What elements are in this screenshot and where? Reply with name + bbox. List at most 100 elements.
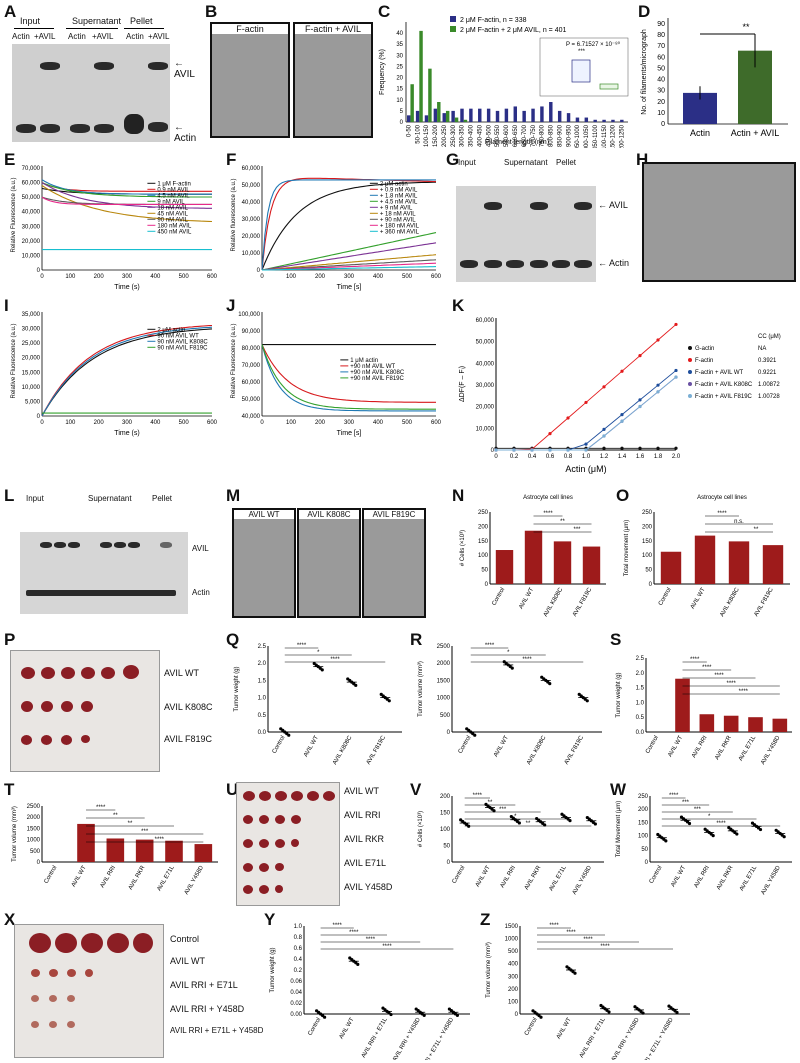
bar-c — [566, 113, 571, 122]
series-line-k — [496, 376, 677, 451]
legend-label: + 180 nM AVIL — [380, 223, 420, 229]
category-label: AVIL E71L — [738, 734, 758, 762]
sig-label: **** — [366, 937, 376, 943]
tick-y: 1500 — [437, 678, 451, 684]
tick-x: 600 — [431, 420, 442, 426]
k-cc-value: 1.00872 — [758, 382, 780, 388]
tick-y: 5,000 — [25, 399, 41, 405]
tick-c-x: 550-600 — [504, 124, 510, 147]
panel-label-z: Z — [480, 910, 491, 929]
tick-y: 2500 — [27, 804, 41, 810]
bar — [165, 840, 183, 862]
tick-y: 50 — [645, 568, 652, 574]
tick-y: 0 — [37, 414, 41, 420]
category-label: AVIL RRI + E71L — [579, 1016, 607, 1059]
tick-y: 150 — [478, 539, 489, 545]
panel-label-l: L — [4, 486, 15, 505]
sig-label: **** — [714, 673, 724, 679]
tumor-photo-x — [14, 924, 164, 1058]
bar-c — [415, 110, 420, 122]
panel-label-i: I — [4, 296, 9, 315]
tick-y: 40,000 — [242, 414, 261, 420]
data-point — [539, 1015, 543, 1019]
tick-y: 2.0 — [636, 671, 645, 677]
inset-sig: *** — [578, 49, 586, 55]
tick-y: 150 — [638, 820, 649, 826]
panel-label-u: U — [226, 780, 239, 799]
data-point — [548, 682, 552, 686]
tick-y: 1.0 — [294, 924, 303, 930]
data-point — [568, 819, 572, 823]
photo-u-label-3: AVIL RKR — [344, 834, 385, 844]
tick-y: 60,000 — [242, 380, 261, 386]
series-line — [41, 196, 212, 205]
tick-y: 40,000 — [242, 200, 261, 206]
tick-y: 1.0 — [258, 696, 267, 702]
tick-y: 2500 — [437, 644, 451, 650]
tick-y: 500 — [30, 849, 41, 855]
tick-x: 1.4 — [618, 454, 627, 460]
series-line — [261, 344, 436, 403]
legend-swatch — [688, 382, 692, 386]
chart-title: Astrocyte cell lines — [523, 495, 573, 501]
category-label: AVIL Y458D — [760, 734, 782, 766]
tick-d: 10 — [657, 110, 665, 117]
tick-x: 1.8 — [654, 454, 663, 460]
series-line — [41, 182, 212, 198]
tick-c-x: 250-300 — [451, 124, 457, 147]
tick-y: 50 — [481, 568, 488, 574]
tick-y: 0.06 — [290, 979, 302, 985]
legend-label: + 9 nM AVIL — [380, 205, 413, 211]
tick-y: 50,000 — [242, 183, 261, 189]
tick-x: 0.8 — [564, 454, 573, 460]
legend-label: + 18 nM AVIL — [380, 211, 416, 217]
bar — [694, 535, 716, 584]
bar — [762, 545, 784, 584]
em-image-m-k808c: AVIL K808C — [297, 508, 361, 618]
bar-c — [442, 113, 446, 122]
category-label: AVIL RRI + E71L + Y458D — [415, 1016, 456, 1060]
tick-x: 100 — [65, 420, 76, 426]
panel-label-f: F — [226, 150, 237, 169]
legend-c-2: 2 μM F-actin + 2 μM AVIL, n = 401 — [460, 27, 566, 34]
bar-c — [504, 108, 509, 122]
legend-label: + 0.9 nM AVIL — [380, 187, 418, 193]
tick-c-x: 1050-1100 — [593, 124, 599, 148]
tick-c: 35 — [396, 42, 403, 48]
gel-lane-label: Actin — [126, 32, 144, 41]
sig-label: *** — [499, 807, 507, 813]
series-line — [261, 232, 437, 271]
tick-y: 2.5 — [258, 644, 267, 650]
category-label: AVIL WT — [493, 735, 510, 758]
bar-c — [410, 84, 414, 122]
sig-label: ** — [560, 519, 565, 525]
bar-c — [463, 119, 468, 122]
legend-swatch — [688, 370, 692, 374]
tick-y: 0 — [491, 448, 495, 454]
category-label: AVIL WT — [690, 587, 707, 610]
category-label: AVIL RRI — [694, 865, 712, 889]
sig-label: **** — [522, 657, 532, 663]
category-label: Control — [272, 735, 287, 755]
data-point — [510, 666, 514, 670]
category-d: Actin — [690, 128, 710, 138]
tick-c-x: 750-800 — [540, 124, 546, 147]
legend-label: 90 nM AVIL — [157, 217, 188, 223]
category-label: AVIL RKR — [524, 864, 543, 891]
panel-label-n: N — [452, 486, 465, 505]
tick-y: 1000 — [27, 838, 41, 844]
bar-c — [584, 117, 589, 122]
panel-label-y: Y — [264, 910, 276, 929]
sig-label: **** — [739, 689, 749, 695]
tick-x: 400 — [150, 274, 161, 280]
panel-label-w: W — [610, 780, 627, 799]
panel-label-o: O — [616, 486, 630, 505]
tick-x: 1.6 — [636, 454, 645, 460]
series-line — [41, 326, 213, 417]
bar-c — [602, 119, 606, 122]
photo-u-label-1: AVIL WT — [344, 786, 380, 796]
gel-group-pellet: Pellet — [130, 16, 153, 26]
category-label: Control — [44, 865, 59, 885]
tick-y: 0.5 — [258, 713, 267, 719]
series-line — [261, 179, 436, 271]
